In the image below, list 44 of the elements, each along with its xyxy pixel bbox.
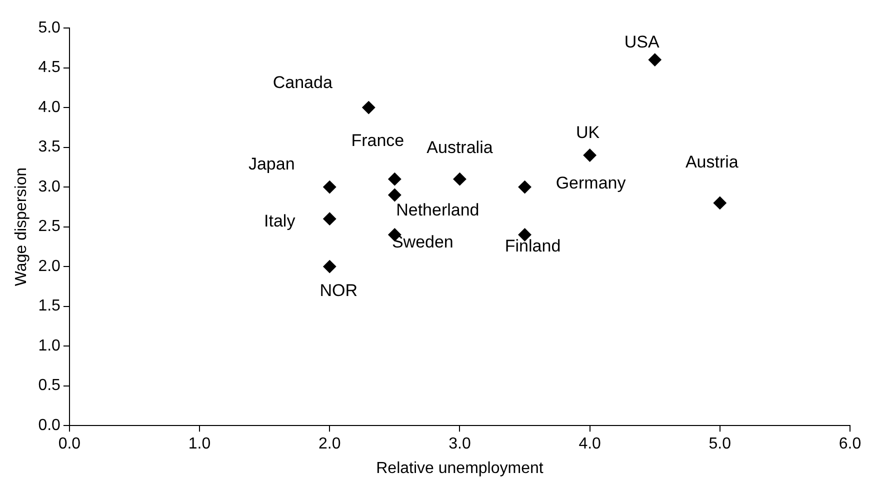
y-tick-label: 2.5 [38,218,61,236]
point [453,172,466,186]
point [323,260,336,274]
x-tick-label: 4.0 [578,436,602,453]
x-axis-title: Relative unemployment [376,460,544,477]
x-tick-label: 1.0 [188,436,211,453]
annotation: NOR [320,281,358,300]
x-tick-label: 2.0 [318,436,341,453]
point [648,53,662,66]
annotation: Italy [264,212,296,231]
y-tick-label: 0.5 [38,377,61,394]
y-tick-label: 0.0 [38,417,61,434]
point [323,180,336,194]
y-tick-label: 4.5 [38,59,61,76]
y-axis-title: Wage dispersion [13,168,30,286]
annotation: Germany [556,174,626,193]
x-tick-label: 5.0 [708,436,732,453]
point [388,172,402,186]
annotation: Australia [426,138,494,157]
point [323,212,336,226]
x-tick-label: 0.0 [58,436,81,453]
point [518,180,532,194]
annotation: France [351,130,404,150]
y-tick-label: 5.0 [38,19,61,36]
annotation: Austria [685,152,739,172]
point [583,148,596,162]
point [362,101,376,114]
annotation: Finland [504,236,561,256]
annotation: UK [576,122,600,142]
annotation: Japan [248,154,295,174]
annotation: USA [624,32,660,52]
y-tick-label: 3.5 [38,138,61,156]
annotation: Netherland [396,200,480,220]
y-tick-label: 1.0 [38,337,61,354]
x-tick-label: 3.0 [448,436,471,453]
y-tick-label: 2.0 [38,258,61,275]
y-tick-label: 4.0 [38,98,61,116]
x-tick-label: 6.0 [838,436,862,453]
annotation: Canada [272,73,333,92]
y-tick-label: 1.5 [38,298,61,315]
annotation: Sweden [392,232,454,252]
y-tick-label: 3.0 [38,178,61,196]
point [713,196,726,210]
point [388,188,402,202]
